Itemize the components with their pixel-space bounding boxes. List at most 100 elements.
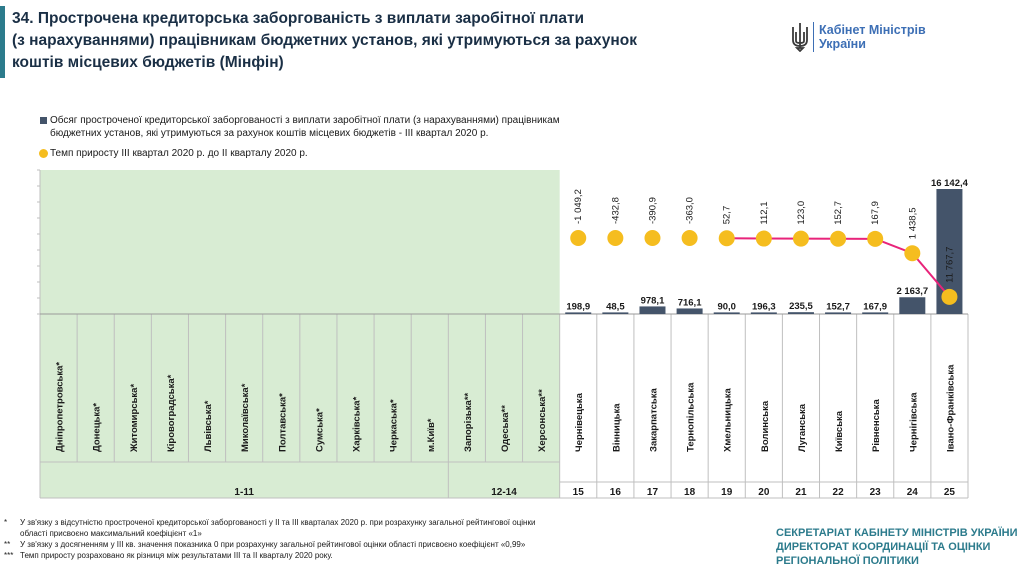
growth-value-label: 11 767,7 [944, 247, 955, 283]
footnote-text: У зв'язку з досягненням у ІІІ кв. значен… [20, 540, 526, 549]
category-label: Запорізька** [463, 392, 474, 452]
secretariat-line: СЕКРЕТАРІАТ КАБІНЕТУ МІНІСТРІВ УКРАЇНИ [776, 527, 1018, 539]
bar-value-label: 152,7 [826, 301, 850, 312]
rank-label: 15 [573, 487, 585, 498]
growth-value-label: 112,1 [759, 201, 770, 224]
category-label: Миколаївська* [240, 383, 251, 452]
legend-bar-marker [40, 117, 47, 124]
category-label: Черкаська* [389, 399, 400, 452]
category-label: м.Київ* [426, 418, 437, 452]
page-title: 34. Прострочена кредиторська заборговані… [12, 8, 732, 74]
category-label: Дніпропетровська* [55, 362, 66, 452]
growth-dot [718, 230, 735, 247]
growth-value-label: 52,7 [722, 206, 733, 225]
rank-label: 21 [795, 487, 807, 498]
category-label: Луганська [797, 403, 808, 452]
title-line: коштів місцевих бюджетів (Мінфін) [12, 54, 284, 71]
category-label: Харківська* [352, 396, 363, 452]
category-label: Херсонська** [537, 389, 548, 452]
category-label: Чернігівська [908, 392, 919, 452]
footnote: * У зв'язку з відсутністю простроченої к… [4, 517, 664, 539]
legend-bar-label: бюджетних установ, які утримуються за ра… [50, 128, 489, 139]
group-label: 1-11 [234, 487, 254, 498]
growth-value-label: -432,8 [610, 197, 621, 224]
category-label: Львівська* [203, 400, 214, 452]
bar [639, 306, 666, 314]
rank-label: 20 [758, 487, 770, 498]
title-accent-bar [0, 6, 5, 78]
growth-dot [755, 230, 772, 247]
bar-value-label: 716,1 [678, 297, 702, 308]
group-label: 12-14 [491, 487, 517, 498]
growth-dot [941, 288, 958, 305]
footnote-mark: *** [4, 551, 14, 560]
bar-value-label: 196,3 [752, 301, 776, 312]
trident-icon [792, 23, 808, 52]
footnote-text: області присвоєно максимальний коефіцієн… [20, 529, 202, 538]
chart-legend: Обсяг простроченої кредиторської заборго… [38, 114, 638, 167]
logo-line: України [819, 37, 866, 51]
growth-value-label: -390,9 [647, 197, 658, 224]
footnote: *** Темп приросту розраховано як різниця… [4, 550, 664, 561]
rank-label: 18 [684, 487, 696, 498]
legend-dot-label: Темп приросту ІІІ квартал 2020 р. до ІІ … [50, 148, 308, 159]
footnote: ** У зв'язку з досягненням у ІІІ кв. зна… [4, 539, 664, 550]
category-label: Волинська [760, 400, 771, 452]
footnotes: * У зв'язку з відсутністю простроченої к… [4, 517, 664, 561]
category-label: Рівненська [871, 399, 882, 452]
category-label: Житомирська* [129, 384, 140, 453]
footnote-mark: * [4, 518, 8, 527]
growth-value-label: -363,0 [685, 197, 696, 224]
legend-dot-marker [39, 149, 48, 158]
growth-value-label: -1 049,2 [573, 189, 584, 224]
category-label: Чернівецька [574, 392, 585, 452]
rank-label: 17 [647, 487, 659, 498]
growth-dot [792, 230, 809, 247]
logo-separator [813, 22, 814, 52]
growth-value-label: 123,0 [796, 201, 807, 225]
title-line: 34. Прострочена кредиторська заборговані… [12, 10, 585, 27]
bar [602, 312, 629, 314]
bar [862, 312, 889, 314]
bar-value-label: 198,9 [566, 301, 590, 312]
bar [899, 297, 926, 314]
growth-dot [904, 245, 921, 262]
growth-dot [570, 230, 587, 246]
cabinet-logo: Кабінет Міністрів України [791, 20, 951, 56]
growth-value-label: 167,9 [870, 201, 881, 225]
bar-value-label: 978,1 [641, 295, 665, 306]
bar-value-label: 90,0 [717, 301, 736, 312]
category-label: Київська [834, 410, 845, 452]
category-label: Хмельницька [723, 387, 734, 452]
bar [787, 312, 814, 314]
category-label: Вінницька [611, 403, 622, 452]
bar [676, 308, 703, 314]
growth-value-label: 152,7 [833, 201, 844, 225]
growth-dot [644, 230, 661, 246]
growth-dot [681, 230, 698, 246]
rank-label: 25 [944, 487, 956, 498]
bar-value-label: 2 163,7 [896, 286, 928, 297]
category-label: Закарпатська [648, 387, 659, 452]
bar-value-label: 235,5 [789, 301, 813, 312]
category-label: Одеська** [500, 405, 511, 452]
footnote-text: У зв'язку з відсутністю простроченої кре… [20, 518, 536, 527]
category-label: Сумська* [314, 408, 325, 452]
growth-value-label: 1 438,5 [907, 207, 918, 239]
rank-label: 24 [907, 487, 919, 498]
legend-bar-label: Обсяг простроченої кредиторської заборго… [50, 115, 560, 126]
legend-item-bar: Обсяг простроченої кредиторської заборго… [38, 114, 638, 140]
growth-dot [607, 230, 624, 246]
footnote-mark: ** [4, 540, 11, 549]
bar-value-label: 48,5 [606, 301, 625, 312]
growth-dot [830, 230, 847, 247]
bar [713, 312, 740, 314]
title-line: (з нарахуваннями) працівникам бюджетних … [12, 32, 637, 49]
rank-label: 23 [870, 487, 882, 498]
growth-dot [867, 230, 884, 247]
secretariat-line: РЕГІОНАЛЬНОЇ ПОЛІТИКИ [776, 555, 919, 567]
secretariat-line: ДИРЕКТОРАТ КООРДИНАЦІЇ ТА ОЦІНКИ [776, 541, 991, 553]
bar [565, 312, 592, 314]
footnote-text: Темп приросту розраховано як різниця між… [20, 551, 333, 560]
bar-value-label: 167,9 [863, 301, 887, 312]
